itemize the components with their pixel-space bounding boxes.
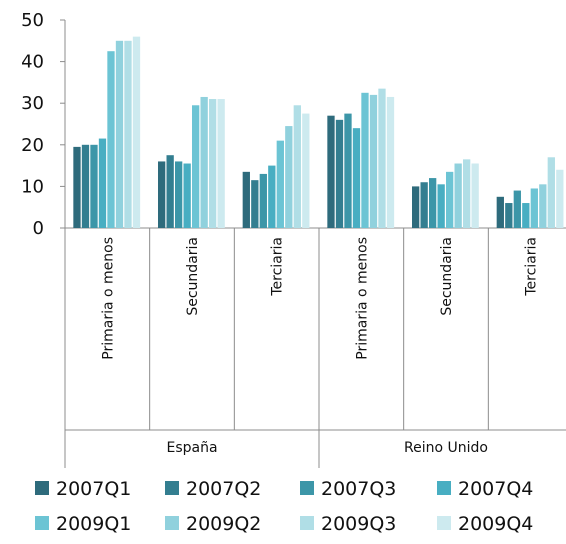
category-label: Secundaria [185, 237, 201, 316]
bar-2009q3 [209, 99, 217, 228]
category-label: Terciaria [270, 237, 286, 297]
bar-2007q4 [98, 138, 107, 228]
bar-2009q3 [463, 159, 471, 228]
category-label: Primaria o menos [100, 237, 116, 360]
bar-2009q2 [539, 184, 547, 228]
category-label: Secundaria [439, 237, 455, 316]
bar-2007q4 [268, 165, 276, 228]
group-label: España [166, 440, 217, 456]
legend-swatch [165, 516, 179, 530]
y-tick-label: 50 [21, 10, 44, 31]
bar-2009q3 [378, 88, 386, 228]
y-tick-label: 10 [21, 176, 44, 197]
bar-2007q4 [437, 184, 445, 228]
bar-2009q1 [192, 105, 200, 228]
y-tick-label: 20 [21, 135, 44, 156]
bar-2009q2 [285, 126, 293, 228]
bar-2009q4 [217, 99, 225, 228]
bar-2009q3 [547, 157, 555, 228]
bar-2007q2 [166, 155, 174, 228]
bar-2009q1 [107, 51, 115, 229]
bar-2009q4 [471, 163, 479, 228]
bar-2007q2 [505, 203, 513, 228]
legend-label: 2009Q3 [321, 513, 396, 535]
bar-2007q2 [81, 144, 90, 228]
legend-swatch [35, 516, 49, 530]
bar-2009q2 [369, 94, 378, 228]
bar-2007q1 [327, 115, 335, 228]
legend-label: 2007Q2 [186, 478, 261, 500]
bar-2009q4 [386, 96, 395, 229]
legend-swatch [437, 481, 451, 495]
bar-2007q1 [73, 146, 81, 228]
bar-2009q4 [302, 113, 310, 228]
bar-2007q4 [183, 163, 191, 228]
legend-swatch [300, 516, 314, 530]
legend-label: 2009Q4 [458, 513, 533, 535]
bar-2009q2 [115, 40, 124, 228]
bar-2007q2 [420, 182, 428, 228]
y-tick-label: 0 [33, 218, 44, 239]
legend-label: 2007Q4 [458, 478, 533, 500]
category-label: Primaria o menos [354, 237, 370, 360]
legend-label: 2009Q1 [56, 513, 131, 535]
bar-2009q2 [454, 163, 462, 228]
group-label: Reino Unido [404, 440, 488, 456]
category-label: Terciaria [524, 237, 540, 297]
bar-2007q4 [522, 203, 530, 228]
bar-2007q1 [242, 171, 250, 228]
bar-2007q3 [429, 178, 437, 228]
bar-2009q2 [200, 96, 208, 229]
legend-swatch [300, 481, 314, 495]
bar-2009q4 [556, 169, 564, 228]
bar-2009q4 [132, 36, 141, 228]
legend-swatch [35, 481, 49, 495]
y-tick-label: 40 [21, 52, 44, 73]
y-tick-label: 30 [21, 93, 44, 114]
bar-2009q1 [276, 140, 284, 228]
bar-2007q2 [335, 119, 344, 228]
bar-2009q1 [530, 188, 538, 228]
bar-2007q3 [175, 161, 183, 228]
legend-label: 2007Q3 [321, 478, 396, 500]
legend-swatch [437, 516, 451, 530]
bar-2009q1 [361, 92, 369, 228]
bar-2007q3 [259, 173, 267, 228]
bar-2007q3 [513, 190, 521, 228]
legend-swatch [165, 481, 179, 495]
bar-2009q1 [446, 171, 454, 228]
legend-label: 2007Q1 [56, 478, 131, 500]
bar-2009q3 [293, 105, 301, 228]
bar-2007q4 [352, 128, 361, 228]
bar-2007q3 [90, 144, 98, 228]
bar-2007q3 [344, 113, 352, 228]
bar-2007q1 [496, 196, 504, 228]
bar-2007q2 [251, 180, 259, 228]
bar-2007q1 [412, 186, 420, 228]
legend-label: 2009Q2 [186, 513, 261, 535]
bar-2007q1 [158, 161, 166, 228]
bar-2009q3 [124, 40, 132, 228]
